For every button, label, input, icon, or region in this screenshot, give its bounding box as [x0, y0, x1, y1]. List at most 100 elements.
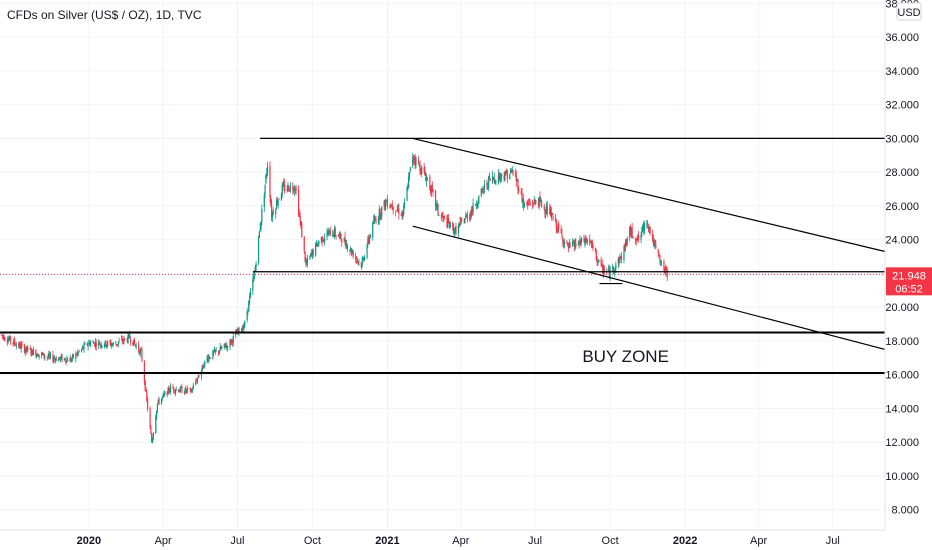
- candle-up: [196, 377, 198, 382]
- candle-down: [520, 191, 522, 193]
- candle-down: [400, 214, 402, 216]
- candle-up: [99, 344, 101, 346]
- candle-down: [95, 342, 97, 347]
- candle-up: [418, 164, 420, 165]
- candle-up: [523, 202, 526, 207]
- candle-up: [167, 388, 169, 394]
- candle-up: [626, 238, 628, 244]
- y-tick-label: 14.000: [885, 403, 919, 415]
- candle-down: [146, 391, 148, 400]
- candle-up: [315, 243, 317, 256]
- candle-down: [121, 339, 123, 342]
- candle-up: [323, 239, 325, 243]
- candle-down: [546, 205, 548, 215]
- candle-down: [305, 259, 307, 264]
- candle-up: [317, 242, 319, 246]
- candle-down: [600, 259, 602, 265]
- candle-down: [591, 240, 593, 246]
- candle-up: [107, 341, 109, 346]
- candle-up: [324, 238, 326, 241]
- x-tick-label: 2021: [375, 535, 399, 547]
- candle-up: [204, 361, 206, 367]
- candle-down: [521, 192, 523, 202]
- x-tick-label: 2020: [77, 535, 101, 547]
- candle-down: [384, 200, 386, 208]
- candle-down: [242, 327, 244, 330]
- candle-down: [346, 245, 349, 250]
- candle-up: [178, 391, 181, 393]
- candle-up: [358, 261, 360, 263]
- candle-down: [350, 248, 353, 254]
- candle-up: [101, 345, 103, 348]
- candle-down: [1, 334, 4, 336]
- candle-up: [630, 228, 632, 235]
- candle-up: [249, 291, 252, 298]
- candle-up: [499, 176, 501, 180]
- candle-up: [408, 172, 411, 179]
- candle-up: [212, 351, 214, 359]
- candle-down: [341, 240, 343, 243]
- candle-down: [298, 213, 300, 216]
- candle-up: [253, 275, 255, 282]
- candle-down: [295, 187, 297, 191]
- candle-down: [441, 216, 443, 218]
- candle-up: [643, 223, 645, 231]
- candle-up: [169, 390, 171, 393]
- candle-up: [187, 388, 189, 391]
- candle-down: [642, 224, 645, 231]
- time-axis[interactable]: 2020 Apr Jul Oct 2021 Apr Jul Oct 2022 Apr Jul: [77, 535, 840, 547]
- candle-up: [271, 212, 274, 218]
- candle-down: [455, 226, 457, 235]
- candle-down: [659, 255, 661, 261]
- candle-up: [497, 174, 499, 184]
- candle-up: [191, 389, 194, 391]
- y-tick-label: 28.000: [885, 167, 919, 179]
- candle-up: [571, 241, 574, 246]
- candle-down: [213, 351, 215, 353]
- candle-down: [144, 380, 146, 391]
- candle-up: [543, 206, 545, 208]
- candle-up: [192, 385, 194, 389]
- candle-down: [145, 389, 147, 392]
- candle-up: [577, 244, 579, 246]
- candle-down: [304, 251, 306, 262]
- candle-down: [329, 230, 331, 236]
- candle-up: [36, 354, 38, 358]
- candle-up: [572, 242, 575, 244]
- candle-up: [160, 398, 163, 405]
- candle-down: [195, 381, 198, 383]
- candle-down: [29, 348, 31, 350]
- candle-up: [615, 264, 617, 269]
- candle-down: [544, 208, 546, 213]
- candle-down: [424, 169, 426, 176]
- candle-down: [549, 207, 552, 217]
- candle-up: [60, 355, 62, 359]
- candle-up: [550, 212, 552, 218]
- candle-down: [235, 333, 238, 335]
- candle-up: [584, 242, 586, 244]
- candle-down: [529, 203, 531, 205]
- candle-down: [523, 199, 525, 207]
- candle-up: [465, 215, 467, 218]
- candle-down: [652, 237, 654, 245]
- currency-badge[interactable]: [896, 2, 922, 21]
- candle-down: [594, 247, 597, 251]
- candle-down: [372, 220, 375, 224]
- candle-up: [13, 339, 15, 344]
- candle-down: [487, 184, 489, 187]
- candle-up: [390, 205, 393, 208]
- candle-down: [100, 344, 102, 347]
- candle-up: [492, 176, 494, 182]
- candle-up: [118, 340, 120, 343]
- candle-down: [551, 213, 553, 215]
- candle-down: [65, 361, 67, 363]
- candle-down: [589, 239, 591, 243]
- candle-up: [281, 185, 283, 196]
- candle-down: [649, 226, 651, 234]
- candle-up: [386, 201, 388, 203]
- candle-up: [430, 186, 433, 193]
- candle-up: [151, 438, 154, 443]
- candle-up: [409, 167, 411, 171]
- candle-down: [603, 269, 606, 273]
